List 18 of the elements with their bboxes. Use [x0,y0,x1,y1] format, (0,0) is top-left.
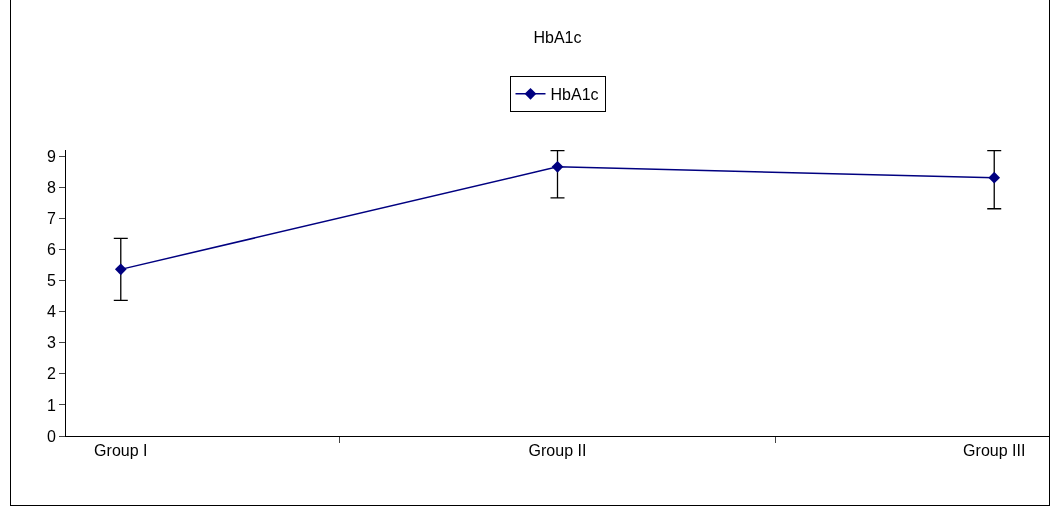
y-tick-label: 7 [46,209,56,227]
x-tick-label: Group I [94,442,148,460]
chart-title: HbA1c [533,28,582,46]
y-tick-label: 0 [46,427,56,445]
x-tick-label: Group II [528,442,587,460]
point [114,263,127,276]
point [988,171,1001,184]
y-tick-label: 2 [46,365,56,383]
y-tick-label: 5 [46,272,56,290]
x-tick-label: Group III [963,442,1026,460]
y-tick-label: 3 [46,334,56,352]
point [551,160,564,173]
legend-label: HbA1c [550,86,599,104]
y-tick-label: 9 [46,147,56,165]
y-tick-label: 8 [46,178,56,196]
y-tick-label: 6 [46,241,56,259]
y-tick-label: 1 [46,396,56,414]
y-tick-label: 4 [46,303,56,321]
